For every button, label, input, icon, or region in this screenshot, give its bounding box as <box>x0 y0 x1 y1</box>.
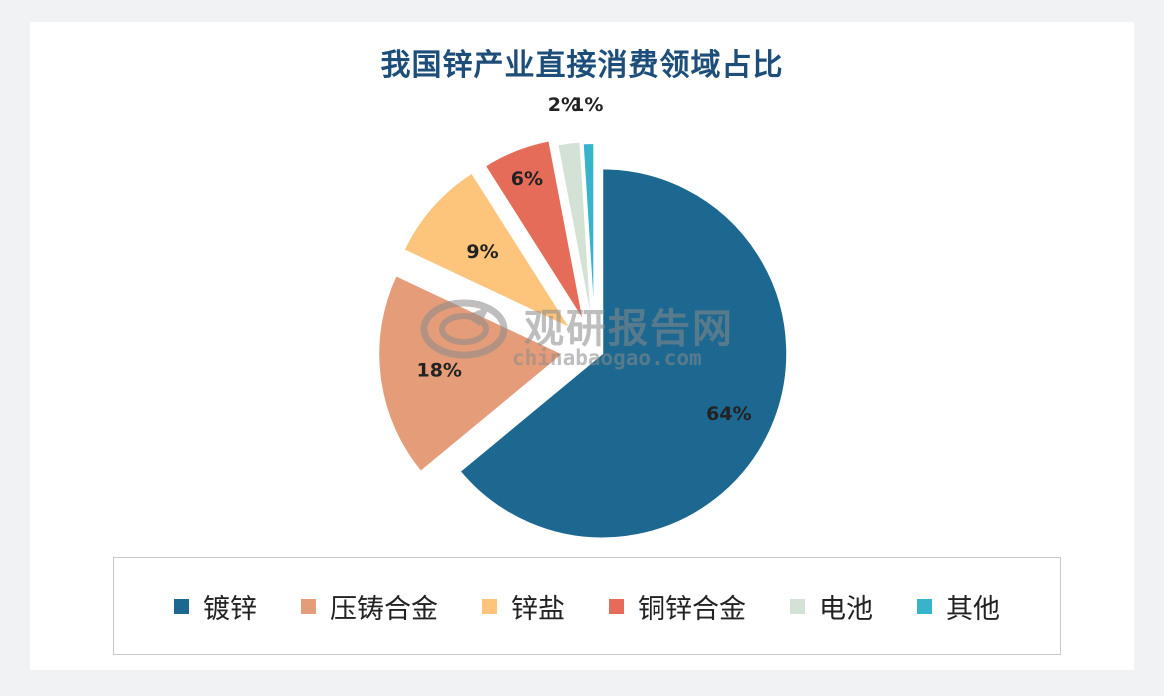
legend-item: 压铸合金 <box>301 587 438 626</box>
pie-slice-1 <box>458 167 789 540</box>
data-label-4: 6% <box>511 168 543 190</box>
legend-label: 铜锌合金 <box>638 593 746 625</box>
pie-slice-5 <box>556 140 593 327</box>
legend-item: 锌盐 <box>482 587 565 626</box>
data-label-1: 64% <box>706 403 751 425</box>
legend-item: 铜锌合金 <box>609 587 746 626</box>
legend-swatch <box>174 598 189 614</box>
legend-label: 压铸合金 <box>330 593 438 625</box>
legend-item: 其他 <box>917 587 1000 626</box>
legend-swatch <box>917 598 932 614</box>
pie-slice-4 <box>483 139 585 323</box>
legend-label: 电池 <box>819 593 873 625</box>
pie-slice-6 <box>581 142 596 329</box>
legend-label: 镀锌 <box>203 593 257 625</box>
legend-swatch <box>609 598 624 614</box>
legend-item: 镀锌 <box>174 587 257 626</box>
legend-label: 锌盐 <box>511 593 565 625</box>
pie-slice-3 <box>402 171 574 332</box>
chart-legend: 镀锌 压铸合金 锌盐 铜锌合金 电池 其他 <box>113 557 1061 655</box>
chart-title: 我国锌产业直接消费领域占比 <box>380 48 784 83</box>
legend-swatch <box>790 598 805 614</box>
data-label-5: 2% <box>548 94 580 116</box>
data-label-6: 1% <box>571 94 603 116</box>
legend-swatch <box>301 598 316 614</box>
legend-item: 电池 <box>790 587 873 626</box>
legend-label: 其他 <box>946 593 1000 625</box>
legend-swatch <box>482 598 497 614</box>
data-label-3: 9% <box>466 241 498 263</box>
data-label-2: 18% <box>416 360 461 382</box>
